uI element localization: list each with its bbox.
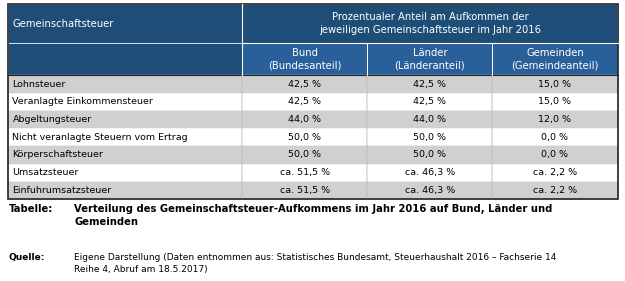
Bar (492, 182, 618, 199)
Text: Gemeinden
(Gemeindeanteil): Gemeinden (Gemeindeanteil) (511, 48, 599, 70)
Text: Umsatzsteuer: Umsatzsteuer (12, 168, 79, 177)
Bar (368, 146, 493, 164)
Text: 44,0 %: 44,0 % (413, 115, 446, 124)
Text: ca. 51,5 %: ca. 51,5 % (280, 186, 330, 195)
Text: 44,0 %: 44,0 % (288, 115, 321, 124)
Text: 42,5 %: 42,5 % (413, 80, 446, 89)
Bar (492, 128, 618, 146)
Text: 0,0 %: 0,0 % (541, 150, 569, 160)
Bar (8, 146, 242, 164)
Bar (492, 93, 618, 111)
Bar (368, 182, 493, 199)
Text: ca. 2,2 %: ca. 2,2 % (533, 186, 577, 195)
Text: 0,0 %: 0,0 % (541, 133, 569, 142)
Text: Lohnsteuer: Lohnsteuer (12, 80, 66, 89)
Bar (8, 182, 242, 199)
Bar (492, 75, 618, 93)
Bar (368, 111, 493, 128)
Text: 12,0 %: 12,0 % (539, 115, 571, 124)
Bar (242, 146, 368, 164)
Text: Quelle:: Quelle: (9, 253, 45, 262)
Text: 42,5 %: 42,5 % (413, 97, 446, 106)
Bar (492, 111, 618, 128)
Text: Gemeinschaftsteuer: Gemeinschaftsteuer (12, 19, 114, 29)
Text: ca. 46,3 %: ca. 46,3 % (405, 186, 455, 195)
Text: Nicht veranlagte Steuern vom Ertrag: Nicht veranlagte Steuern vom Ertrag (12, 133, 188, 142)
Text: 15,0 %: 15,0 % (539, 97, 571, 106)
Text: 15,0 %: 15,0 % (539, 80, 571, 89)
Bar (368, 43, 493, 75)
Text: 50,0 %: 50,0 % (288, 150, 321, 160)
Text: Tabelle:: Tabelle: (9, 204, 53, 214)
Bar (8, 111, 242, 128)
Bar (8, 164, 242, 182)
Text: 42,5 %: 42,5 % (288, 80, 321, 89)
Text: Bund
(Bundesanteil): Bund (Bundesanteil) (268, 48, 341, 70)
Bar (242, 182, 368, 199)
Bar (368, 128, 493, 146)
Bar (242, 111, 368, 128)
Text: Einfuhrumsatzsteuer: Einfuhrumsatzsteuer (12, 186, 112, 195)
Text: Abgeltungsteuer: Abgeltungsteuer (12, 115, 92, 124)
Bar (8, 93, 242, 111)
Text: Körperschaftsteuer: Körperschaftsteuer (12, 150, 103, 160)
Text: 50,0 %: 50,0 % (413, 133, 446, 142)
Bar (368, 164, 493, 182)
Bar (242, 93, 368, 111)
Bar (8, 43, 242, 75)
Bar (368, 75, 493, 93)
Text: Eigene Darstellung (Daten entnommen aus: Statistisches Bundesamt, Steuerhaushalt: Eigene Darstellung (Daten entnommen aus:… (74, 253, 557, 274)
Text: ca. 46,3 %: ca. 46,3 % (405, 168, 455, 177)
Bar (242, 4, 618, 43)
Text: Veranlagte Einkommensteuer: Veranlagte Einkommensteuer (12, 97, 153, 106)
Text: 50,0 %: 50,0 % (288, 133, 321, 142)
Bar (8, 4, 618, 199)
Bar (242, 75, 368, 93)
Text: Prozentualer Anteil am Aufkommen der
jeweiligen Gemeinschaftsteuer im Jahr 2016: Prozentualer Anteil am Aufkommen der jew… (319, 12, 541, 35)
Bar (8, 4, 242, 43)
Bar (492, 164, 618, 182)
Text: 50,0 %: 50,0 % (413, 150, 446, 160)
Bar (8, 75, 242, 93)
Bar (8, 128, 242, 146)
Bar (242, 128, 368, 146)
Bar (242, 43, 368, 75)
Bar (242, 164, 368, 182)
Text: Länder
(Länderanteil): Länder (Länderanteil) (394, 48, 465, 70)
Text: Verteilung des Gemeinschaftsteuer-Aufkommens im Jahr 2016 auf Bund, Länder und
G: Verteilung des Gemeinschaftsteuer-Aufkom… (74, 204, 552, 228)
Bar (492, 146, 618, 164)
Bar (492, 43, 618, 75)
Text: ca. 2,2 %: ca. 2,2 % (533, 168, 577, 177)
Text: ca. 51,5 %: ca. 51,5 % (280, 168, 330, 177)
Bar (368, 93, 493, 111)
Text: 42,5 %: 42,5 % (288, 97, 321, 106)
